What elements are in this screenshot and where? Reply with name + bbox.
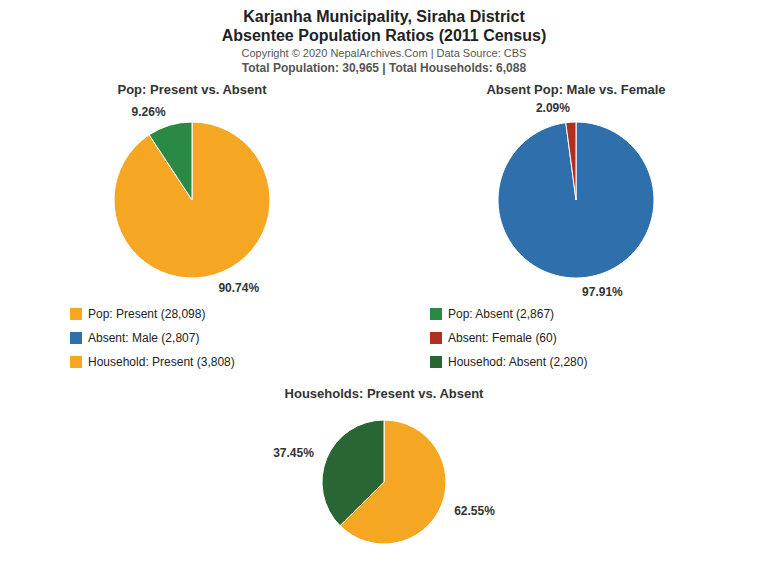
legend-swatch [430,332,442,344]
pie-slice [114,122,270,278]
data-label: 90.74% [218,281,259,295]
annotation: Total Population: 30,965 | Total Househo… [242,61,527,75]
data-label: 97.91% [582,285,623,299]
legend-swatch [70,332,82,344]
data-label: 62.55% [454,504,495,518]
pie-title: Absent Pop: Male vs. Female [486,82,665,97]
legend-label: Absent: Male (2,807) [88,331,199,345]
pie-title: Pop: Present vs. Absent [117,82,267,97]
legend-swatch [430,308,442,320]
legend-swatch [430,356,442,368]
legend-swatch [70,308,82,320]
legend-label: Pop: Absent (2,867) [448,307,554,321]
annotation: Copyright © 2020 NepalArchives.Com | Dat… [242,47,527,59]
data-label: 37.45% [273,446,314,460]
legend-swatch [70,356,82,368]
pie-group: 97.91% 2.09% [498,101,654,299]
legend-label: Househod: Absent (2,280) [448,355,587,369]
legend-label: Absent: Female (60) [448,331,557,345]
pie-slice [566,122,576,200]
pie-slice [498,122,654,278]
pie-slice [322,420,384,526]
data-label: 9.26% [132,105,166,119]
pie-group: 62.55% 37.45% [273,420,495,544]
data-label: 2.09% [536,101,570,115]
legend-label: Household: Present (3,808) [88,355,235,369]
title: Karjanha Municipality, Siraha District [243,8,525,25]
chart-root: Karjanha Municipality, Siraha District Ab… [0,0,768,576]
subtitle: Absentee Population Ratios (2011 Census) [222,27,547,44]
pie-group: 90.74% 9.26% [114,105,270,295]
legend-label: Pop: Present (28,098) [88,307,205,321]
pie-title: Households: Present vs. Absent [285,386,485,401]
legend: Pop: Present (28,098) Pop: Absent (2,867)… [70,307,587,369]
pie-slice [149,122,192,200]
